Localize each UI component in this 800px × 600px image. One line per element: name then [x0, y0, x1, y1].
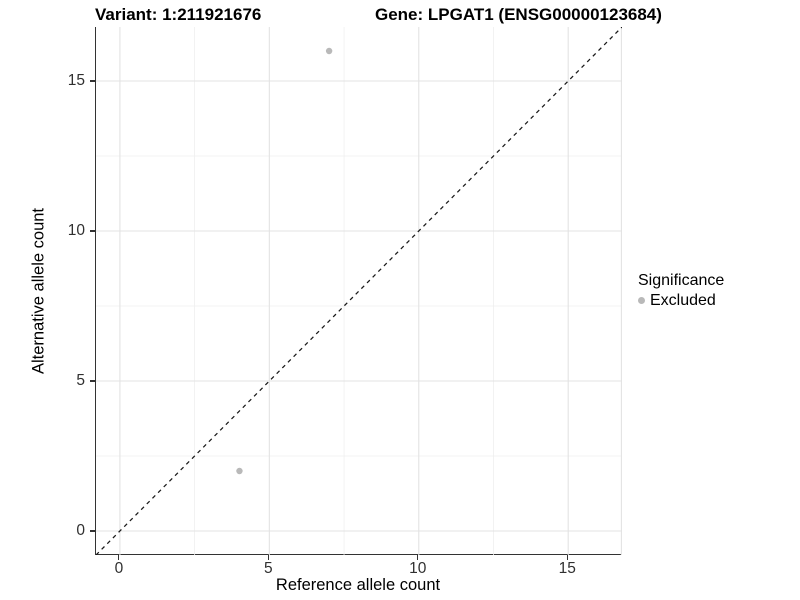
- y-axis-tick: [90, 80, 95, 82]
- legend-title: Significance: [638, 272, 725, 289]
- x-tick-label: 5: [264, 560, 273, 577]
- x-tick-label: 10: [409, 560, 427, 577]
- legend-item-excluded: Excluded: [638, 291, 724, 310]
- y-tick-label: 5: [76, 372, 85, 389]
- identity-reference-line: [96, 27, 622, 555]
- plot-panel: [95, 27, 622, 555]
- plot-title-gene: Gene: LPGAT1 (ENSG00000123684): [375, 5, 662, 24]
- data-point: [325, 47, 333, 55]
- legend: Significance Excluded: [638, 271, 724, 310]
- data-point: [236, 467, 243, 475]
- legend-item-label: Excluded: [650, 292, 716, 309]
- x-axis-tick: [267, 555, 269, 560]
- x-axis-label: Reference allele count: [275, 576, 441, 594]
- y-tick-label: 15: [67, 72, 85, 89]
- y-axis-label: Alternative allele count: [29, 207, 48, 375]
- y-axis-tick: [90, 380, 95, 382]
- x-tick-label: 15: [558, 560, 576, 577]
- plot-area: [96, 27, 622, 555]
- x-axis-tick: [417, 555, 419, 560]
- y-tick-label: 10: [67, 222, 85, 239]
- x-axis-tick: [118, 555, 120, 560]
- plot-title-variant: Variant: 1:211921676: [95, 5, 262, 24]
- x-axis-tick: [566, 555, 568, 560]
- legend-point-icon: [638, 297, 645, 304]
- y-axis-tick: [90, 530, 95, 532]
- x-tick-label: 0: [114, 560, 124, 577]
- y-tick-label: 0: [76, 522, 85, 539]
- y-axis-tick: [90, 230, 95, 232]
